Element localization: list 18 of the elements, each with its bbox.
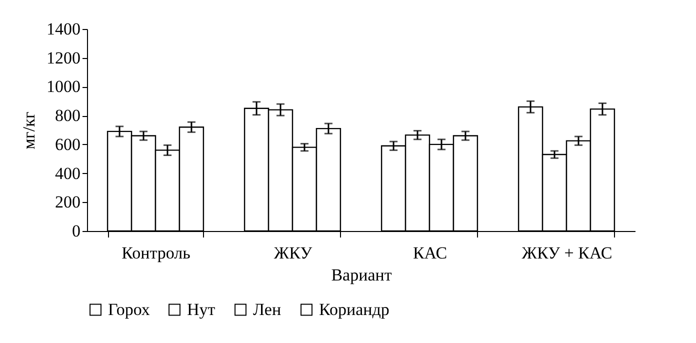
legend-label: Лен [253,300,282,319]
x-tick-label: ЖКУ + КАС [522,244,612,262]
y-tick-label: 1400 [46,20,80,38]
legend-label: Кориандр [319,300,390,319]
x-tick-label: КАС [412,244,448,262]
y-tick-label: 400 [55,164,80,183]
y-tick-label: 200 [55,192,80,212]
y-tick-label: 1200 [46,48,80,68]
y-tick-label: 1000 [46,77,80,96]
y-tick-label: 0 [72,222,80,240]
legend-label: Нут [187,300,216,319]
y-axis-title: мг/кг [20,112,38,150]
y-tick-label: 800 [55,106,80,126]
legend-label: Горох [108,300,150,319]
x-tick-label: Контроль [122,244,191,262]
x-tick-label: ЖКУ [274,244,314,262]
y-tick-label: 600 [55,134,80,154]
x-axis-title: Вариант [331,266,392,284]
